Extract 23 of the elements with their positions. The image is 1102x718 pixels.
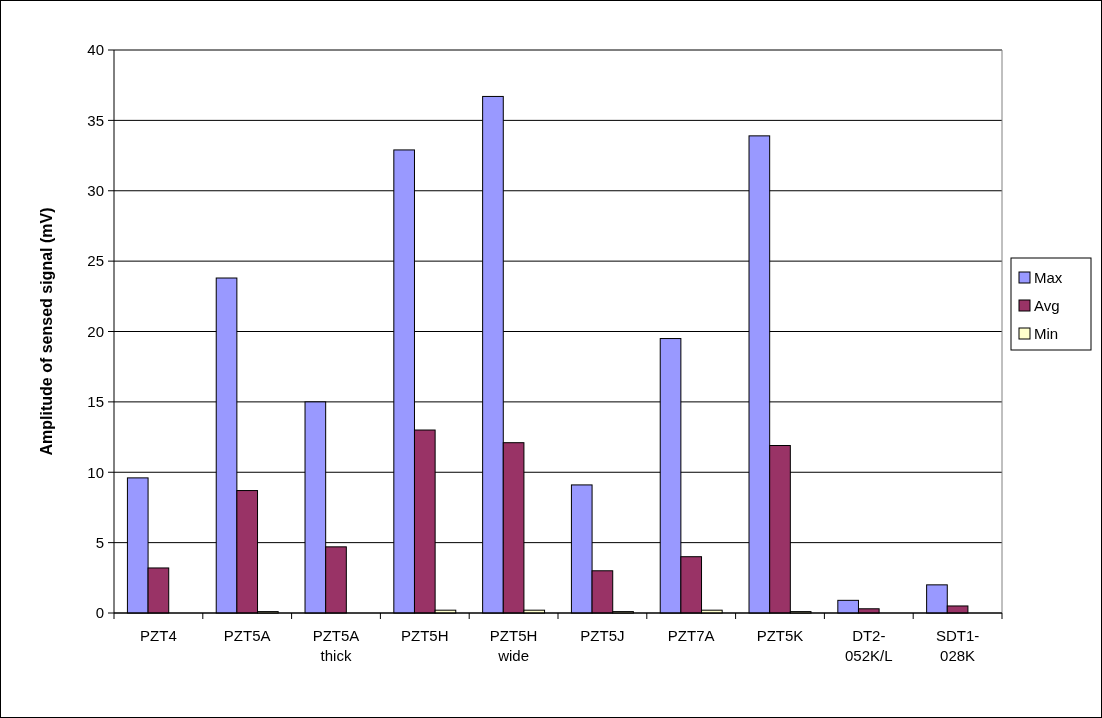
y-tick-label: 25 [87,252,104,270]
y-axis-title: Amplitude of sensed signal (mV) [38,207,55,456]
y-tick-label: 10 [87,463,104,481]
y-tick-label: 5 [95,533,104,551]
legend-label: Max [1034,269,1063,287]
x-tick-label: PZT5J [580,627,625,644]
x-tick-label: PZT7A [667,627,715,644]
x-tick-label: PZT5H wide [489,627,538,664]
y-tick-label: 0 [95,604,104,622]
x-tick-label: PZT5K [756,627,804,644]
legend-label: Min [1034,325,1059,343]
x-tick-label: PZT5A thick [312,627,360,664]
x-tick-label: SDT1-028K [935,627,980,664]
y-tick-label: 20 [87,322,104,340]
x-tick-label: PZT5A [223,627,271,644]
y-tick-label: 35 [87,111,104,129]
y-tick-label: 30 [87,182,104,199]
x-tick-label: DT2-052K/L [845,627,893,664]
x-tick-label: PZT5H [401,627,449,644]
x-tick-label: PZT4 [140,627,177,644]
y-tick-label: 40 [87,41,104,59]
y-tick-label: 15 [87,393,104,411]
legend-label: Avg [1034,297,1060,315]
